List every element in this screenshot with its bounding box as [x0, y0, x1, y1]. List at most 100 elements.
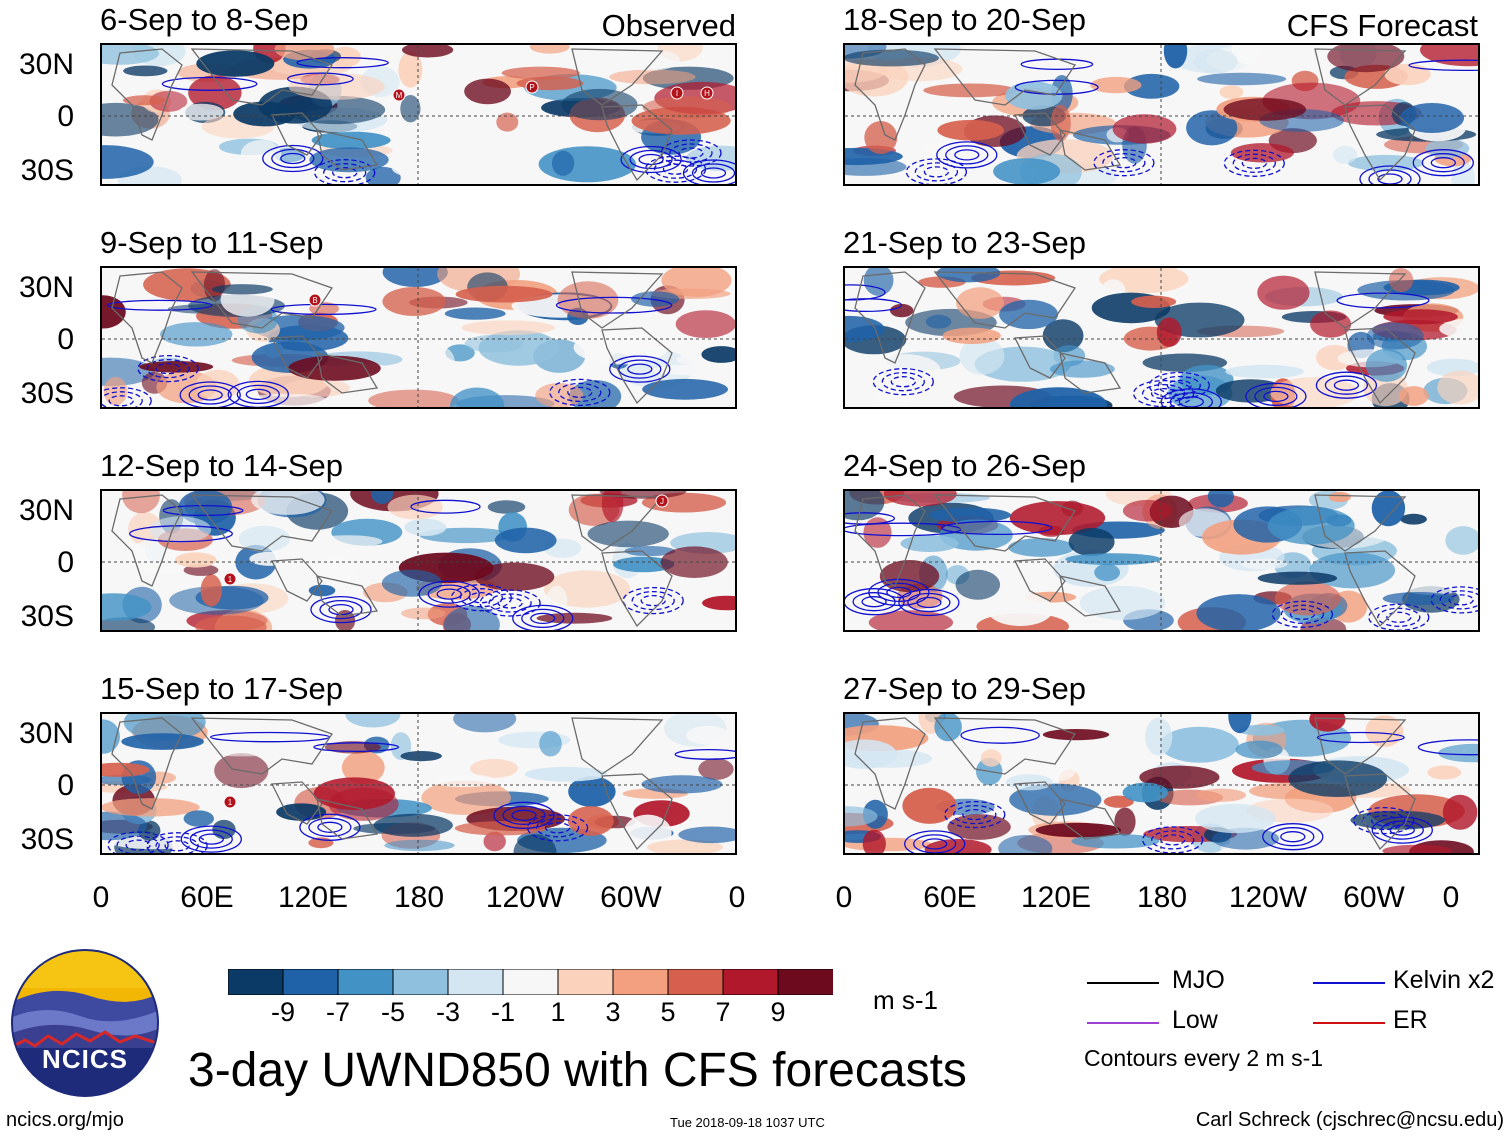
anomaly-shading — [1270, 377, 1359, 407]
anomaly-shading — [1267, 506, 1355, 545]
kelvin-contour — [161, 76, 258, 91]
anomaly-shading — [1122, 782, 1169, 803]
kelvin-contour — [622, 586, 684, 615]
anomaly-shading — [845, 58, 909, 97]
anomaly-shading — [535, 383, 584, 407]
anomaly-shading — [427, 346, 455, 378]
coastline — [1314, 271, 1407, 329]
coastlines — [111, 48, 673, 182]
coastline — [316, 575, 379, 617]
coastline — [601, 327, 673, 405]
kelvin-contour — [155, 836, 199, 853]
anomaly-shading — [494, 527, 557, 554]
anomaly-shading — [102, 719, 120, 754]
map-panel-left-1: B — [100, 266, 737, 409]
anomaly-shading — [641, 775, 723, 794]
panel-title-left-0: 6-Sep to 8-Sep — [100, 2, 309, 37]
kelvin-contour — [922, 838, 948, 850]
kelvin-contour — [502, 805, 546, 825]
anomaly-shading — [288, 355, 381, 381]
kelvin-contour — [189, 829, 233, 849]
kelvin-contour — [299, 813, 361, 841]
colorbar-swatches — [227, 968, 834, 996]
coastlines — [854, 48, 1416, 182]
storm-marker: J — [655, 494, 669, 508]
kelvin-contour — [227, 380, 289, 407]
anomaly-shading — [373, 813, 453, 837]
anomaly-shading — [1288, 760, 1388, 797]
legend-line-mjo — [1087, 982, 1159, 984]
anomaly-shading — [863, 517, 892, 548]
kelvin-contour — [493, 801, 555, 829]
anomaly-shading — [1384, 63, 1431, 86]
anomaly-shading — [1438, 743, 1478, 763]
colorbar-swatch — [447, 968, 504, 996]
storm-marker: P — [525, 80, 539, 94]
wind-anomaly-field: B — [102, 268, 735, 407]
anomaly-shading — [845, 49, 939, 67]
wind-anomaly-field — [845, 491, 1478, 630]
anomaly-shading — [455, 285, 553, 303]
footer-url[interactable]: ncics.org/mjo — [6, 1109, 124, 1131]
anomaly-shading — [470, 758, 518, 778]
anomaly-shading — [1035, 822, 1122, 838]
lon-label: 60W — [1343, 881, 1405, 914]
kelvin-contour — [1262, 823, 1324, 851]
kelvin-contour — [102, 387, 152, 407]
anomaly-shading — [1196, 594, 1281, 630]
anomaly-shading — [450, 387, 505, 407]
anomaly-shading — [1112, 114, 1177, 144]
coastline — [190, 48, 334, 106]
anomaly-shading — [1207, 491, 1234, 508]
anomaly-shading — [404, 518, 447, 536]
anomaly-shading — [561, 88, 638, 121]
anomaly-shading — [900, 535, 959, 552]
storm-marker-circle — [525, 80, 539, 94]
kelvin-contour — [511, 809, 537, 821]
legend-label-low: Low — [1172, 1006, 1218, 1034]
anomaly-shading — [483, 831, 506, 852]
coastline — [1344, 550, 1416, 628]
coastline — [1314, 494, 1407, 552]
anomaly-shading — [149, 516, 212, 543]
colorbar-tick-label: -9 — [270, 997, 295, 1027]
kelvin-contour — [1160, 834, 1186, 846]
anomaly-shading — [240, 140, 282, 168]
coastline — [1344, 327, 1416, 405]
storm-marker-circle — [308, 293, 322, 307]
anomaly-shading — [613, 556, 675, 573]
ncics-logo-graphic — [11, 949, 159, 1097]
coastline — [270, 781, 323, 825]
anomaly-shading — [864, 121, 898, 154]
kelvin-contour — [620, 145, 682, 174]
anomaly-shading — [1427, 765, 1462, 780]
anomaly-shading — [1042, 729, 1110, 741]
anomaly-shading — [1050, 360, 1115, 378]
coastlines — [854, 717, 1416, 851]
lat-label: 30S — [20, 823, 74, 856]
anomaly-shading — [987, 592, 1054, 626]
kelvin-contour — [410, 499, 481, 514]
kelvin-contour — [923, 166, 950, 178]
kelvin-contour — [890, 376, 916, 388]
kelvin-contour — [106, 299, 213, 311]
kelvin-contour — [960, 726, 1040, 744]
kelvin-contour — [137, 354, 199, 383]
coastline — [270, 112, 323, 156]
lat-label: 0 — [57, 769, 74, 802]
anomaly-shading — [443, 605, 500, 630]
kelvin-contour — [270, 303, 377, 316]
kelvin-contour — [905, 158, 968, 184]
colorbar-tick-label: -5 — [380, 997, 405, 1027]
kelvin-contour — [427, 584, 471, 604]
colorbar-tick-label: -3 — [435, 997, 460, 1027]
wind-anomaly-field — [845, 268, 1478, 407]
colorbar — [227, 968, 834, 996]
anomaly-shading — [999, 299, 1059, 330]
kelvin-contour — [1430, 157, 1456, 169]
anomaly-shading — [178, 491, 233, 525]
kelvin-contour — [488, 593, 532, 613]
anomaly-shading — [567, 806, 614, 836]
anomaly-shading — [102, 145, 154, 179]
kelvin-contour — [845, 284, 886, 301]
